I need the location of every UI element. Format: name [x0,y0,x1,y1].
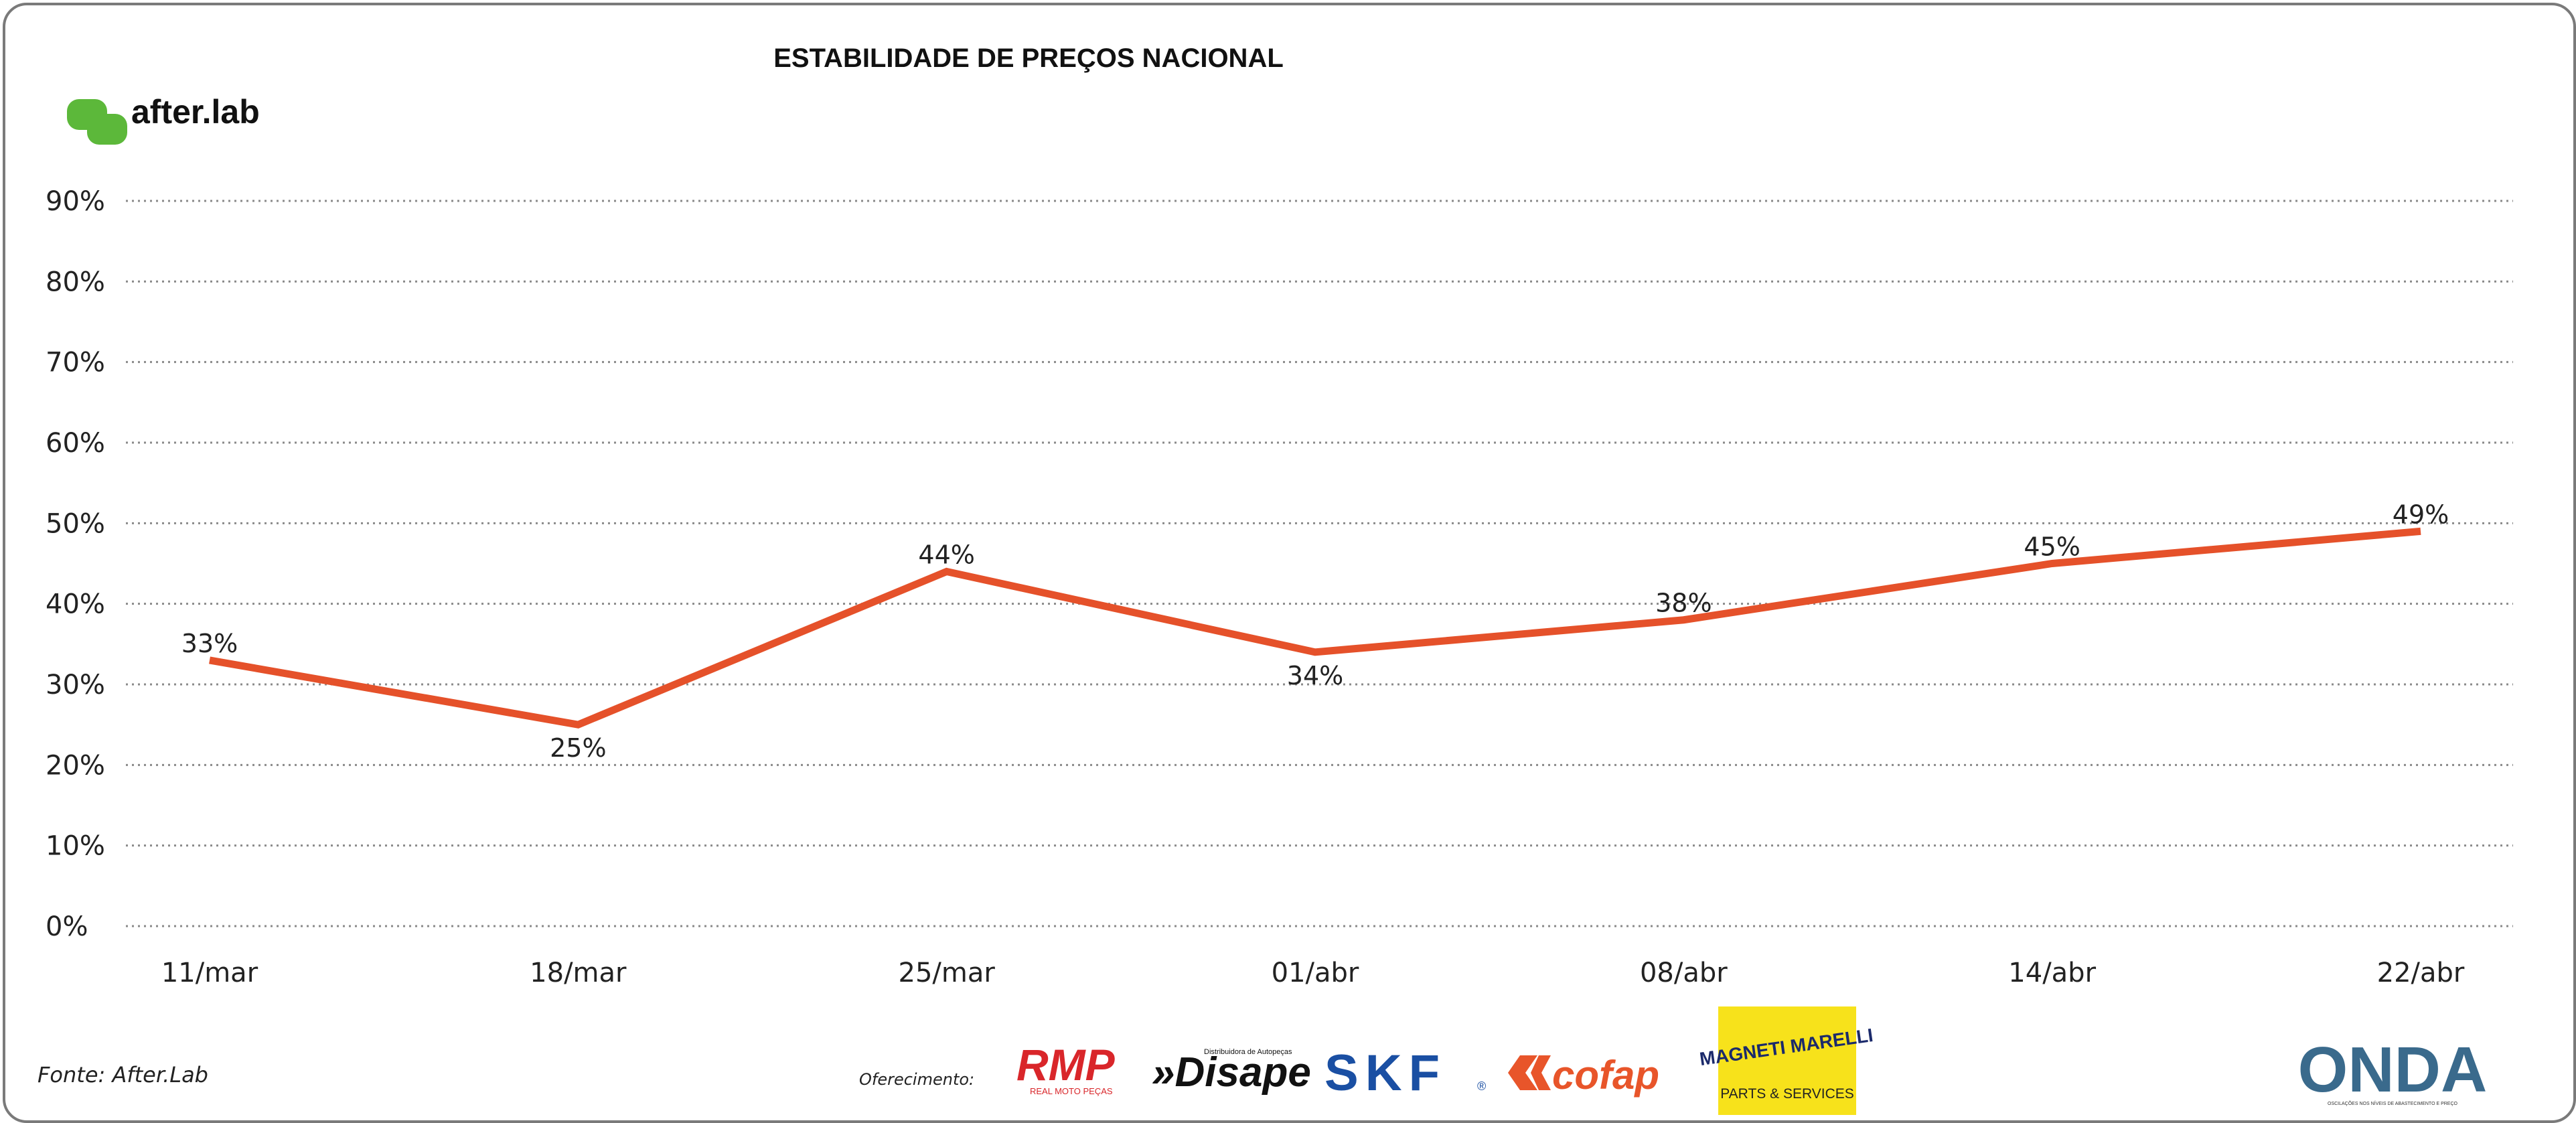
data-label: 25% [550,733,606,763]
onda-logo-sub: OSCILAÇÕES NOS NÍVEIS DE ABASTECIMENTO E… [2328,1100,2458,1106]
skf-logo-mark: ® [1477,1079,1486,1093]
y-tick-label: 70% [46,348,105,378]
chart-frame: ESTABILIDADE DE PREÇOS NACIONAL after.la… [3,3,2576,1123]
sponsor-logo-rmp: RMP REAL MOTO PEÇAS [1016,1040,1116,1096]
y-axis: 0% 10% 20% 30% 40% 50% 60% 70% 80% 90% [46,186,105,942]
rmp-logo-text: RMP [1016,1040,1116,1090]
sponsor-logo-skf: SKF ® [1324,1045,1486,1102]
y-tick-label: 0% [46,911,88,942]
series-line [209,527,2421,729]
x-tick-label: 01/abr [1272,958,1359,988]
data-label: 49% [2393,500,2449,529]
data-label: 44% [918,540,974,570]
y-tick-label: 30% [46,670,105,700]
y-tick-label: 60% [46,428,105,459]
y-tick-label: 80% [46,267,105,297]
sponsor-logo-cofap: cofap [1508,1053,1659,1098]
chart-title: ESTABILIDADE DE PREÇOS NACIONAL [773,44,1284,73]
x-axis: 11/mar 18/mar 25/mar 01/abr 08/abr 14/abr 22/a… [161,958,2465,988]
cofap-logo-text: cofap [1552,1053,1659,1098]
y-tick-label: 50% [46,508,105,539]
y-tick-label: 90% [46,186,105,217]
y-tick-label: 10% [46,831,105,862]
onda-logo-text: ONDA [2298,1034,2488,1106]
x-tick-label: 14/abr [2008,958,2096,988]
skf-logo-text: SKF [1324,1045,1446,1102]
disape-logo-sub: Distribuidora de Autopeças [1204,1048,1292,1056]
disape-logo-text: »Disape [1152,1049,1311,1096]
x-tick-label: 18/mar [530,958,627,988]
source-text: Fonte: After.Lab [37,1062,208,1088]
sponsor-label: Oferecimento: [859,1070,974,1089]
cofap-logo-icon [1508,1055,1551,1090]
y-tick-label: 20% [46,750,105,781]
magneti-marelli-logo-sub: PARTS & SERVICES [1720,1086,1854,1102]
data-labels: 33% 25% 44% 34% 38% 45% 49% [181,500,2449,763]
data-label: 34% [1287,661,1343,690]
sponsor-logo-magneti-marelli: MAGNETI MARELLI PARTS & SERVICES [1698,1006,1874,1115]
data-label: 45% [2024,532,2080,562]
sponsor-logo-onda: ONDA OSCILAÇÕES NOS NÍVEIS DE ABASTECIME… [2298,1034,2488,1106]
chart-grid [126,200,2513,927]
rmp-logo-sub: REAL MOTO PEÇAS [1030,1086,1113,1096]
magneti-marelli-badge [1718,1006,1856,1115]
data-label: 38% [1655,589,1712,618]
x-tick-label: 08/abr [1640,958,1728,988]
brand-logo-icon [67,99,127,145]
x-tick-label: 25/mar [899,958,996,988]
chart-canvas: ESTABILIDADE DE PREÇOS NACIONAL after.la… [37,44,2513,1115]
brand-logo-text: after.lab [131,93,260,131]
sponsor-logo-disape: Distribuidora de Autopeças »Disape [1152,1048,1311,1096]
x-tick-label: 22/abr [2377,958,2465,988]
x-tick-label: 11/mar [161,958,258,988]
data-label: 33% [181,629,238,658]
y-tick-label: 40% [46,589,105,620]
brand-logo: after.lab [67,93,260,145]
